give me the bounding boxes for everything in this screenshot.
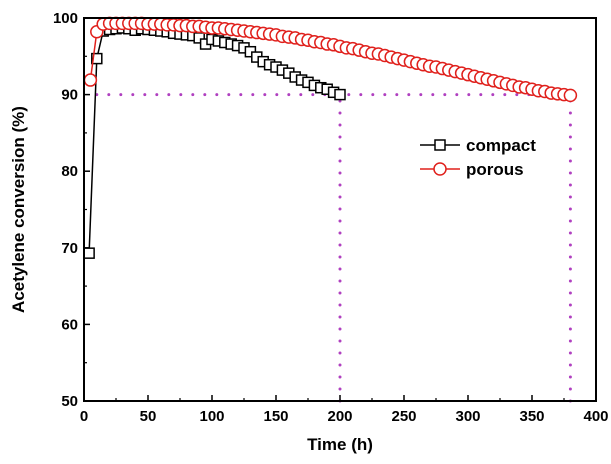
data-point-compact bbox=[334, 88, 346, 101]
data-point-porous bbox=[83, 73, 98, 87]
x-axis-title: Time (h) bbox=[307, 435, 373, 454]
x-tick-label: 250 bbox=[391, 408, 416, 425]
data-point-compact bbox=[91, 52, 103, 65]
y-axis-title: Acetylene conversion (%) bbox=[9, 106, 28, 313]
x-axis: 0 50 100 150 200 250 300 350 400 bbox=[80, 395, 609, 425]
data-point-compact bbox=[83, 247, 95, 259]
y-tick-label: 80 bbox=[61, 163, 78, 180]
legend: compact porous bbox=[420, 136, 536, 179]
series-compact bbox=[83, 22, 346, 259]
x-tick-label: 150 bbox=[263, 408, 288, 425]
y-axis: 50 60 70 80 90 100 bbox=[53, 10, 90, 410]
y-tick-label: 50 bbox=[61, 393, 78, 410]
x-tick-label: 0 bbox=[80, 408, 88, 425]
x-tick-label: 50 bbox=[140, 408, 157, 425]
y-tick-label: 100 bbox=[53, 10, 78, 27]
x-tick-label: 350 bbox=[519, 408, 544, 425]
legend-item-compact: compact bbox=[420, 136, 536, 155]
legend-item-porous: porous bbox=[420, 160, 524, 179]
legend-label-porous: porous bbox=[466, 160, 524, 179]
y-tick-label: 90 bbox=[61, 87, 78, 104]
x-tick-label: 200 bbox=[327, 408, 352, 425]
y-tick-label: 60 bbox=[61, 316, 78, 333]
x-tick-label: 300 bbox=[455, 408, 480, 425]
y-tick-label: 70 bbox=[61, 240, 78, 257]
x-tick-label: 100 bbox=[199, 408, 224, 425]
data-point-porous bbox=[563, 88, 578, 103]
reference-lines bbox=[95, 93, 572, 403]
legend-marker-porous bbox=[433, 162, 447, 176]
x-tick-label: 400 bbox=[583, 408, 608, 425]
series-porous bbox=[83, 16, 578, 103]
series-line-compact bbox=[88, 27, 341, 254]
legend-marker-compact bbox=[434, 139, 446, 151]
legend-label-compact: compact bbox=[466, 136, 536, 155]
series-layer bbox=[83, 16, 578, 259]
